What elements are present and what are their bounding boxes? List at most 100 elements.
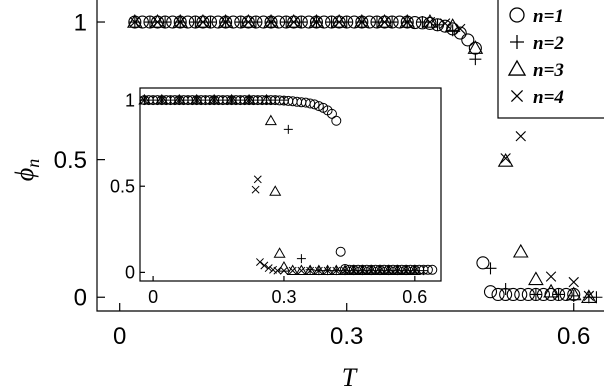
inset-x-tick-label: 0.3 [271,287,296,307]
legend-marker-plus [510,35,524,49]
inset-markers [138,93,438,276]
inset-series-3 [138,93,421,276]
main-axes [96,0,604,312]
inset-point-cross [375,266,384,275]
main-point-cross [243,16,254,28]
inset-point-triangle [382,264,395,276]
inset-point-cross [157,96,166,105]
legend-marker-triangle [507,59,527,76]
main-y-tick-label: 0.5 [54,147,87,174]
inset-point-triangle [312,264,325,276]
inset-point-cross [280,266,288,275]
main-point-cross [197,16,209,28]
inset-point-cross [402,266,411,275]
main-point-cross [356,16,368,28]
main-point-triangle [581,289,597,303]
inset-point-plus [279,95,289,105]
main-point-circle [423,16,437,30]
inset-point-circle [427,264,438,275]
inset-point-triangle [208,93,221,105]
main-x-tick-label: 0.3 [330,323,363,350]
inset-point-cross [140,96,149,105]
inset-point-cross [314,266,323,275]
main-point-cross [439,18,451,29]
main-point-triangle [565,286,582,301]
main-point-circle [483,285,498,299]
inset-ticks: 0 0.3 0.6 0 0.5 1 [110,90,427,307]
main-point-cross [311,16,322,28]
inset-point-plus [296,254,306,264]
inset-point-circle [313,101,324,112]
main-point-triangle [308,14,325,28]
main-point-circle [506,287,520,302]
inset-point-cross [264,264,273,273]
main-point-triangle [422,14,438,28]
main-point-triangle [497,152,514,167]
inset-point-cross [253,175,262,184]
main-point-circle [453,26,467,40]
legend-label: n=4 [533,87,564,108]
inset-point-triangle [173,93,186,105]
legend-label: n=3 [533,60,564,81]
inset-point-triangle [243,93,256,105]
main-point-cross [152,16,163,28]
inset-point-triangle [138,93,151,105]
legend-box [497,0,604,119]
main-point-triangle [467,40,484,54]
inset-point-triangle [225,93,238,105]
main-point-plus [529,288,542,301]
main-point-cross [220,16,231,28]
inset-point-cross [227,96,236,105]
main-point-triangle [126,14,143,28]
main-series-3 [126,14,597,303]
inset-point-plus [183,95,193,105]
inset-point-cross [349,266,358,275]
inset-point-plus [419,266,429,276]
main-point-triangle [217,14,234,28]
main-point-triangle [285,14,302,28]
inset-point-cross [332,266,341,275]
inset-x-tick-label: 0 [148,287,158,307]
inset-y-tick-label: 0.5 [110,177,135,197]
main-point-circle [438,19,452,33]
inset-point-cross [251,185,260,194]
inset-point-triangle [295,264,308,276]
inset-point-triangle [356,264,369,276]
legend-label: n=1 [533,6,564,27]
main-point-triangle [149,14,166,28]
inset-point-cross [297,266,306,275]
main-point-triangle [240,14,257,28]
main-point-triangle [195,14,211,28]
inset-point-triangle [155,93,168,105]
inset-x-tick-label: 0.6 [402,287,427,307]
main-point-cross [379,16,390,28]
main-point-triangle [354,14,370,28]
inset-point-cross [323,266,332,275]
inset-point-triangle [269,185,282,196]
main-point-plus [499,282,512,295]
main-point-cross [500,153,511,164]
legend-items: n=1 n=2 n=3 n=4 [507,6,564,108]
inset-point-cross [384,266,393,275]
main-point-triangle [543,283,559,298]
main-point-cross [568,276,579,288]
main-point-cross [545,271,557,282]
inset-background [139,87,442,282]
inset-point-circle [331,115,342,126]
inset-point-plus [253,95,263,105]
inset-point-cross [288,266,297,275]
main-point-cross [402,16,413,28]
inset-y-tick-label: 0 [125,263,135,283]
inset-point-cross [260,261,269,270]
main-point-cross [265,16,277,28]
inset-point-triangle [338,264,352,276]
main-point-triangle [172,14,189,28]
inset-point-plus [148,95,158,105]
inset-point-cross [273,266,282,275]
inset-y-tick-label: 1 [125,90,135,110]
inset-point-triangle [321,264,334,276]
main-point-circle [491,287,505,302]
main-point-triangle [376,14,393,28]
main-point-triangle [528,271,544,286]
inset-point-plus [270,95,280,105]
